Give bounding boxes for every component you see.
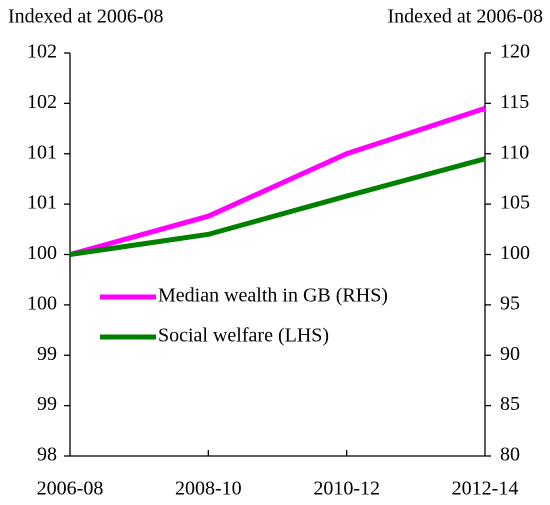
y2-tick-label: 90	[500, 343, 520, 365]
legend-label: Social welfare (LHS)	[158, 325, 329, 347]
x-tick-label: 2006-08	[37, 478, 104, 500]
y2-tick-label: 115	[500, 91, 529, 113]
y2-tick-label: 120	[500, 41, 530, 63]
y-tick-label: 100	[27, 242, 57, 264]
y2-tick-label: 80	[500, 444, 520, 466]
y-axis-label: Indexed at 2006-08	[8, 6, 164, 28]
y-tick-label: 101	[27, 141, 57, 163]
y2-axis-label: Indexed at 2006-08	[387, 6, 543, 28]
line-series	[69, 156, 486, 257]
x-tick-label: 2008-10	[175, 478, 242, 500]
y2-tick-label: 100	[500, 242, 530, 264]
y-tick-label: 102	[27, 91, 57, 113]
x-tick-label: 2010-12	[313, 478, 380, 500]
y2-tick-label: 105	[500, 192, 530, 214]
y-tick-label: 100	[27, 292, 57, 314]
y-tick-label: 98	[37, 444, 57, 466]
y-tick-label: 101	[27, 192, 57, 214]
y2-tick-label: 85	[500, 393, 520, 415]
y2-tick-label: 95	[500, 292, 520, 314]
y-tick-label: 102	[27, 41, 57, 63]
y2-tick-label: 110	[500, 141, 529, 163]
y-tick-label: 99	[37, 393, 57, 415]
line-series	[69, 106, 486, 257]
x-tick-label: 2012-14	[452, 478, 519, 500]
legend-label: Median wealth in GB (RHS)	[158, 285, 388, 307]
y-tick-label: 99	[37, 343, 57, 365]
